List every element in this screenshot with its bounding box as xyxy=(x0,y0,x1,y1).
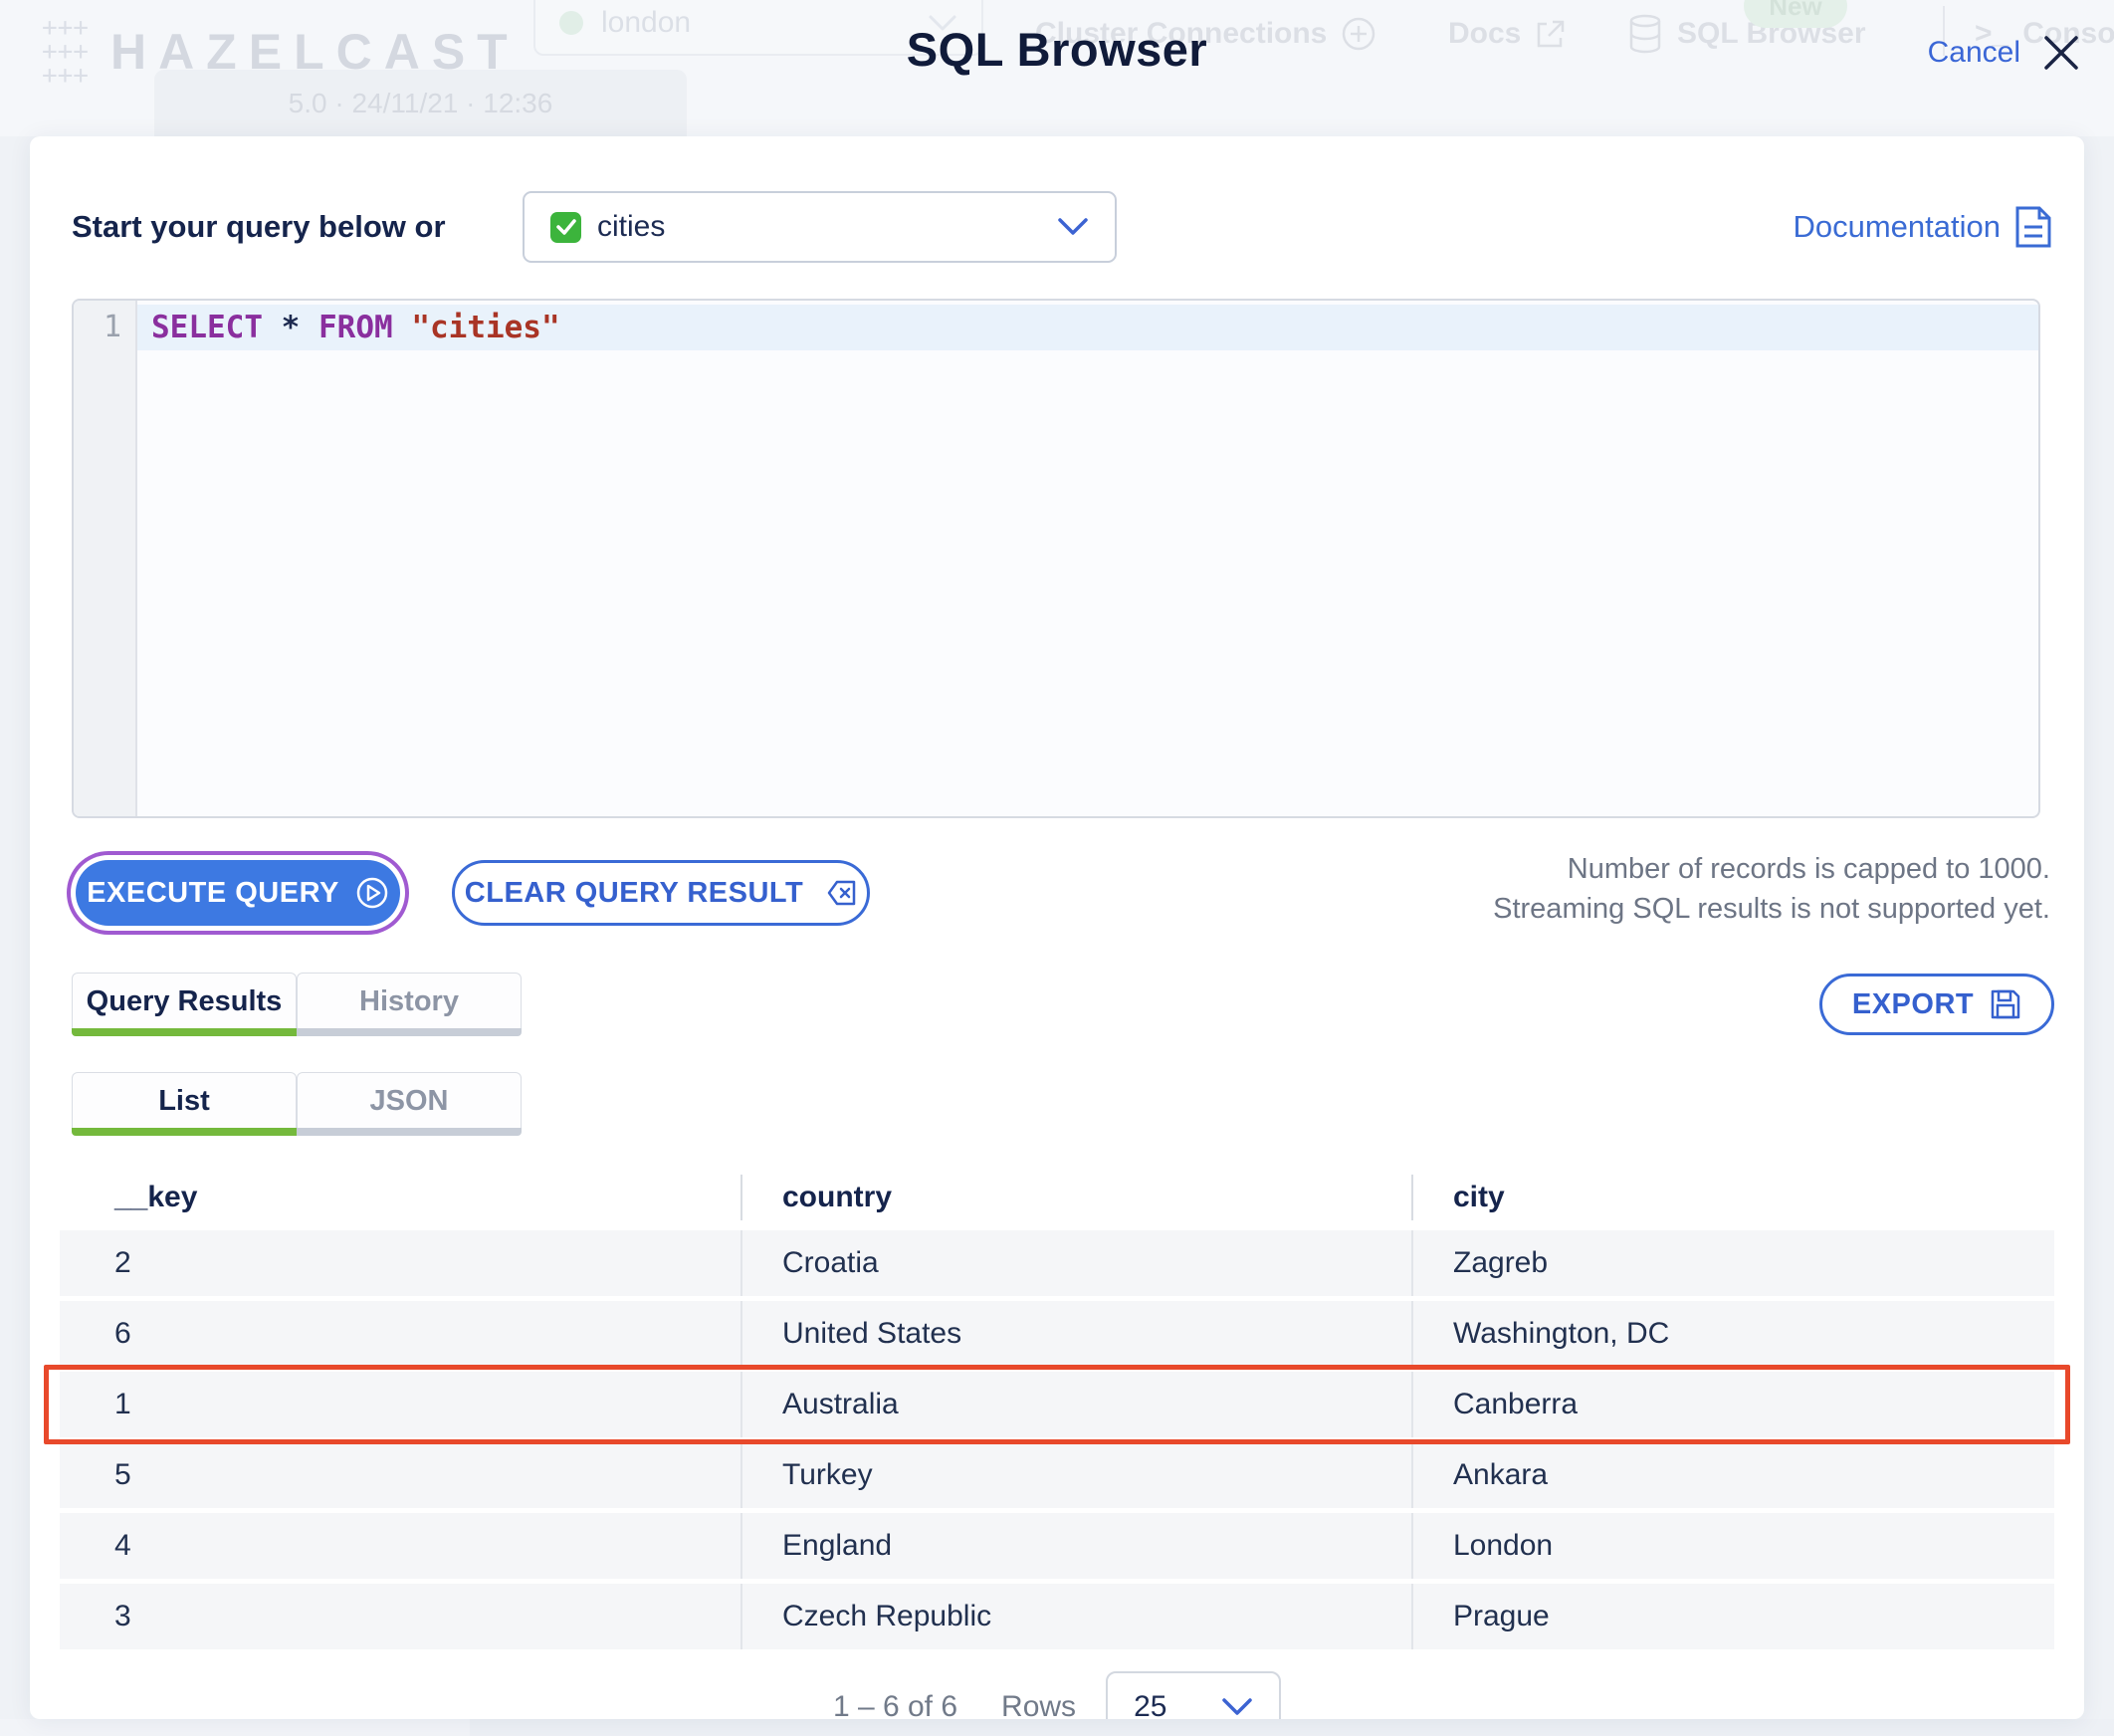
table-body: 2 Croatia Zagreb 6 United States Washing… xyxy=(60,1230,2054,1654)
nav-item-cluster-connections[interactable]: Cluster Connections xyxy=(1035,10,1376,58)
nav-item-sql-browser[interactable]: SQL Browser xyxy=(1627,10,1866,58)
map-select[interactable]: cities xyxy=(523,191,1117,263)
hazelcast-wordmark: HAZELCAST xyxy=(109,24,520,80)
background-top-band xyxy=(0,0,2114,136)
cluster-select[interactable]: london xyxy=(533,0,983,56)
chevron-down-icon xyxy=(1222,1698,1252,1715)
sql-statement: SELECT * FROM "cities" xyxy=(137,305,2038,350)
backdrop-strip-right xyxy=(470,1719,2114,1736)
tab-inactive-indicator xyxy=(297,1128,522,1136)
backspace-icon xyxy=(827,880,856,906)
export-button[interactable]: EXPORT xyxy=(1819,974,2054,1035)
external-link-icon xyxy=(1538,20,1565,48)
new-badge: New xyxy=(1744,0,1847,28)
column-header-country: country xyxy=(740,1175,1411,1220)
close-icon[interactable] xyxy=(2040,32,2082,74)
table-row[interactable]: 6 United States Washington, DC xyxy=(60,1301,2054,1367)
clear-query-result-button[interactable]: CLEAR QUERY RESULT xyxy=(452,860,870,926)
tab-inactive-indicator xyxy=(297,1028,522,1036)
column-header-key: __key xyxy=(114,1181,198,1213)
cancel-group: Cancel xyxy=(1928,32,2082,74)
plus-circle-icon xyxy=(1343,17,1375,51)
sql-browser-panel: Start your query below or cities Documen… xyxy=(30,136,2084,1719)
tab-json[interactable]: JSON xyxy=(297,1072,522,1136)
active-line-highlight xyxy=(137,305,2038,350)
hazelcast-brand: +++ +++ +++ HAZELCAST xyxy=(42,13,520,91)
save-icon xyxy=(1991,989,2020,1019)
map-select-value: cities xyxy=(597,210,666,243)
sql-token: FROM xyxy=(318,310,393,345)
line-number: 1 xyxy=(103,310,121,344)
page-title: SQL Browser xyxy=(906,23,1208,76)
cancel-link[interactable]: Cancel xyxy=(1927,36,2020,69)
database-icon xyxy=(1629,14,1661,54)
table-row-highlighted[interactable]: 1 Australia Canberra xyxy=(60,1372,2054,1437)
cluster-status-icon xyxy=(559,11,583,35)
console-prompt-icon: >_ xyxy=(1975,17,2009,50)
editor-gutter: 1 xyxy=(74,301,137,816)
rows-per-page-value: 25 xyxy=(1134,1690,1167,1719)
nav-divider xyxy=(1943,6,1945,56)
background-app-nav: +++ +++ +++ HAZELCAST 5.0 · 24/11/21 · 1… xyxy=(0,0,2114,159)
rows-per-page-select[interactable]: 25 xyxy=(1106,1671,1282,1719)
backdrop-strip-left xyxy=(0,1719,470,1736)
sql-token: SELECT xyxy=(151,310,263,345)
tab-list[interactable]: List xyxy=(72,1072,297,1136)
chevron-down-icon xyxy=(929,15,956,31)
execute-query-button[interactable]: EXECUTE QUERY xyxy=(76,860,400,926)
nav-item-docs[interactable]: Docs xyxy=(1448,10,1567,58)
results-note: Number of records is capped to 1000. Str… xyxy=(1493,849,2050,929)
sql-token: * xyxy=(281,310,301,345)
cluster-version-text: 5.0 · 24/11/21 · 12:36 xyxy=(288,87,553,118)
documentation-link[interactable]: Documentation xyxy=(1793,191,2052,263)
tab-history[interactable]: History xyxy=(297,973,522,1036)
query-prompt-label: Start your query below or xyxy=(72,209,446,244)
cluster-version-tab: 5.0 · 24/11/21 · 12:36 xyxy=(154,70,687,136)
table-row[interactable]: 3 Czech Republic Prague xyxy=(60,1584,2054,1649)
tab-query-results[interactable]: Query Results xyxy=(72,973,297,1036)
document-icon xyxy=(2015,206,2051,248)
documentation-label: Documentation xyxy=(1793,209,2001,244)
table-row[interactable]: 2 Croatia Zagreb xyxy=(60,1230,2054,1296)
chevron-down-icon xyxy=(1058,218,1088,235)
table-row[interactable]: 4 England London xyxy=(60,1513,2054,1579)
editor-code-area[interactable]: SELECT * FROM "cities" xyxy=(137,301,2038,816)
results-note-line2: Streaming SQL results is not supported y… xyxy=(1493,893,2050,925)
results-note-line1: Number of records is capped to 1000. xyxy=(1567,853,2050,885)
play-circle-icon xyxy=(356,877,388,909)
table-row[interactable]: 5 Turkey Ankara xyxy=(60,1442,2054,1508)
sql-token: "cities" xyxy=(411,310,560,345)
check-icon xyxy=(550,211,581,243)
rows-per-page-label: Rows xyxy=(1001,1690,1077,1719)
tab-active-indicator xyxy=(72,1128,297,1136)
pagination-range: 1 – 6 of 6 xyxy=(832,1690,958,1719)
table-header-row: __key country city xyxy=(60,1175,2054,1220)
tab-active-indicator xyxy=(72,1028,297,1036)
column-header-city: city xyxy=(1411,1175,2054,1220)
pagination-bar: 1 – 6 of 6 Rows 25 xyxy=(30,1671,2084,1719)
hazelcast-logo-icon: +++ +++ +++ xyxy=(42,13,89,91)
cluster-select-value: london xyxy=(601,6,692,39)
sql-editor[interactable]: 1 SELECT * FROM "cities" xyxy=(72,299,2040,818)
